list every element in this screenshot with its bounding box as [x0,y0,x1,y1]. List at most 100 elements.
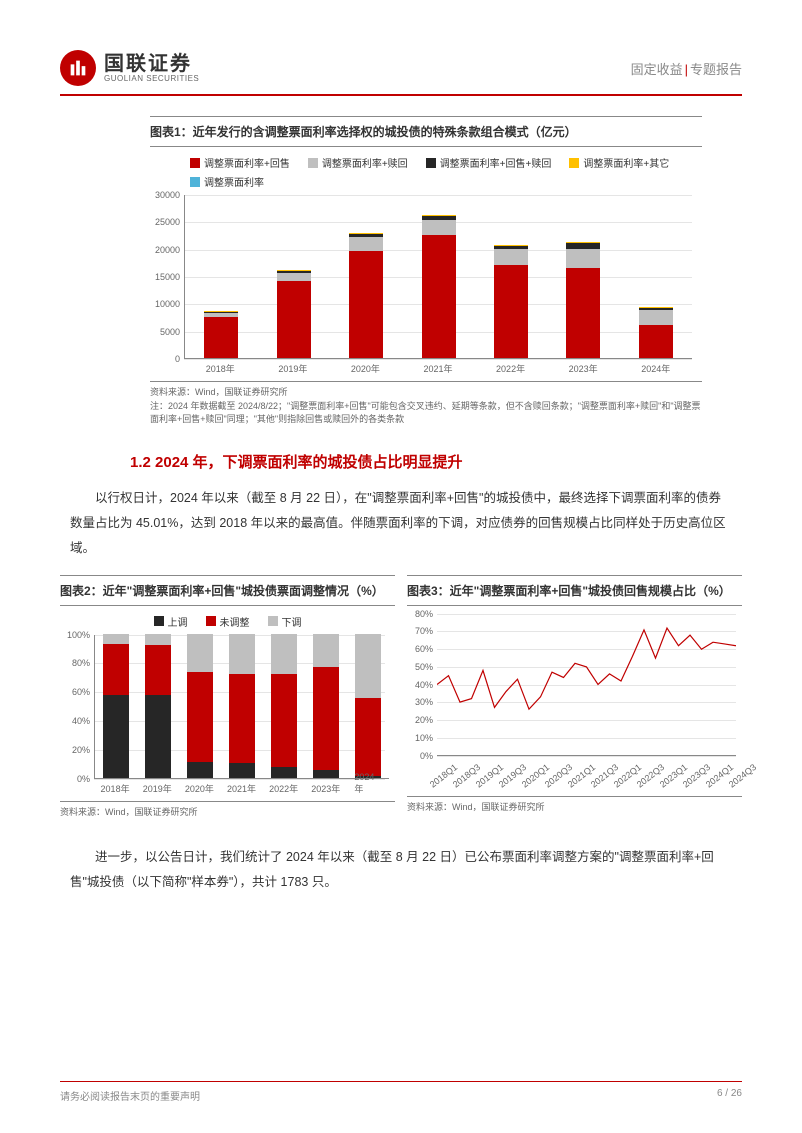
y-tick-label: 80% [72,658,90,668]
bar-group [639,307,673,358]
chart3-title: 图表3：近年"调整票面利率+回售"城投债回售规模占比（%） [407,575,742,606]
legend-swatch [268,616,278,626]
x-tick-label: 2024年 [641,362,670,375]
section-1-2-para1: 以行权日计，2024 年以来（截至 8 月 22 日），在"调整票面利率+回售"… [60,486,742,561]
y-tick-label: 30% [415,697,433,707]
chart2-source: 资料来源：Wind，国联证券研究所 [60,801,395,820]
bar-segment [566,249,600,268]
header-category: 固定收益|专题报告 [631,59,742,78]
bar-segment [103,634,129,644]
y-tick-label: 20000 [155,245,180,255]
footer-page-number: 6 / 26 [717,1088,742,1103]
chart1-plot [184,195,692,359]
bar-segment [145,695,171,777]
chart2-legend: 上调未调整下调 [60,614,395,629]
bar-group [145,634,171,778]
separator: | [685,62,688,77]
x-tick-label: 2020年 [185,782,214,795]
y-tick-label: 100% [67,630,90,640]
y-tick-label: 0 [175,354,180,364]
grid-line [184,359,692,360]
x-tick-label: 2022年 [496,362,525,375]
page-header: 国联证券 GUOLIAN SECURITIES 固定收益|专题报告 [60,50,742,96]
chart1-area: 050001000015000200002500030000 2018年2019… [150,195,702,375]
bar-group [566,242,600,358]
y-tick-label: 0% [77,774,90,784]
legend-label: 调整票面利率+回售 [204,155,290,170]
legend-label: 未调整 [220,614,250,629]
chart1-source: 资料来源：Wind，国联证券研究所 注：2024 年数据截至 2024/8/22… [150,381,702,427]
legend-item: 调整票面利率+回售 [190,155,290,170]
chart2-title: 图表2：近年"调整票面利率+回售"城投债票面调整情况（%） [60,575,395,606]
bar-segment [103,644,129,696]
legend-item: 未调整 [206,614,250,629]
chart2-block: 图表2：近年"调整票面利率+回售"城投债票面调整情况（%） 上调未调整下调 0%… [60,575,395,820]
y-tick-label: 70% [415,626,433,636]
bar-segment [187,672,213,761]
y-tick-label: 60% [415,644,433,654]
bar-segment [313,667,339,771]
bar-segment [187,762,213,778]
y-tick-label: 60% [72,687,90,697]
bar-group [271,634,297,778]
y-tick-label: 20% [72,745,90,755]
legend-swatch [190,177,200,187]
bar-group [187,634,213,778]
bar-segment [313,770,339,777]
chart1-source-text: 资料来源：Wind，国联证券研究所 [150,386,702,400]
x-tick-label: 2018年 [206,362,235,375]
bar-group [277,270,311,358]
y-tick-label: 5000 [160,327,180,337]
chart3-area: 0%10%20%30%40%50%60%70%80% 2018Q12018Q32… [407,614,742,790]
x-tick-label: 2023年 [311,782,340,795]
y-tick-label: 40% [72,716,90,726]
chart1-block: 图表1：近年发行的含调整票面利率选择权的城投债的特殊条款组合模式（亿元） 调整票… [150,116,702,427]
x-tick-label: 2019年 [143,782,172,795]
y-tick-label: 80% [415,609,433,619]
bar-group [422,215,456,358]
chart1-title: 图表1：近年发行的含调整票面利率选择权的城投债的特殊条款组合模式（亿元） [150,116,702,147]
bar-segment [229,634,255,674]
bar-segment [229,674,255,763]
section-1-2-para2: 进一步，以公告日计，我们统计了 2024 年以来（截至 8 月 22 日）已公布… [60,845,742,895]
bar-segment [204,317,238,358]
grid-line [94,779,385,780]
legend-item: 调整票面利率+其它 [569,155,669,170]
bar-segment [313,634,339,667]
x-tick-label: 2023年 [569,362,598,375]
chart1-legend: 调整票面利率+回售调整票面利率+赎回调整票面利率+回售+赎回调整票面利率+其它调… [150,155,702,189]
y-tick-label: 40% [415,680,433,690]
x-tick-label: 2020年 [351,362,380,375]
y-tick-label: 10000 [155,299,180,309]
legend-swatch [569,158,579,168]
legend-label: 调整票面利率+回售+赎回 [440,155,552,170]
page-footer: 请务必阅读报告末页的重要声明 6 / 26 [60,1081,742,1103]
bar-segment [349,237,383,252]
header-cat-left: 固定收益 [631,62,683,77]
chart-row: 图表2：近年"调整票面利率+回售"城投债票面调整情况（%） 上调未调整下调 0%… [60,575,742,832]
bar-segment [187,634,213,673]
bar-segment [355,698,381,776]
legend-swatch [154,616,164,626]
legend-item: 上调 [154,614,188,629]
bar-group [229,634,255,778]
bar-group [355,634,381,778]
logo-en: GUOLIAN SECURITIES [104,75,199,84]
bar-segment [422,235,456,358]
bar-segment [271,767,297,777]
bar-segment [277,281,311,358]
x-tick-label: 2024年 [354,772,381,795]
bar-segment [145,634,171,646]
bar-segment [494,265,528,358]
grid-line [437,756,736,757]
bar-segment [566,268,600,358]
x-tick-label: 2018年 [101,782,130,795]
bar-segment [271,634,297,674]
bar-group [494,245,528,358]
x-tick-label: 2022年 [269,782,298,795]
chart3-block: 图表3：近年"调整票面利率+回售"城投债回售规模占比（%） 0%10%20%30… [407,575,742,820]
company-logo-icon [60,50,96,86]
legend-label: 调整票面利率+其它 [583,155,669,170]
y-tick-label: 10% [415,733,433,743]
bar-group [313,634,339,778]
